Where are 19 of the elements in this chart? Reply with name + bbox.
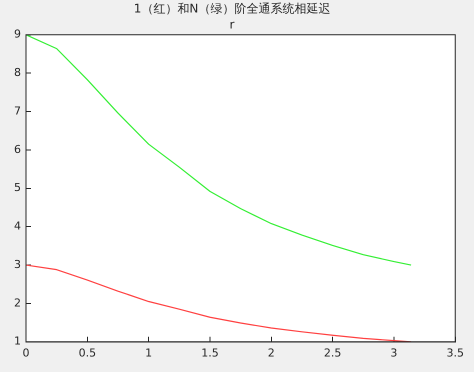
x-tick-label: 0.5 bbox=[78, 346, 96, 360]
y-tick-label: 8 bbox=[14, 66, 21, 80]
x-tick-label: 2.5 bbox=[324, 346, 342, 360]
chart-subtitle: r bbox=[230, 18, 235, 32]
x-tick-label: 1 bbox=[145, 346, 152, 360]
x-tick-label: 0 bbox=[22, 346, 30, 360]
y-tick-label: 3 bbox=[14, 258, 21, 271]
y-tick-label: 5 bbox=[14, 181, 21, 194]
chart-title: 1（红）和N（绿）阶全通系统相延迟 bbox=[134, 1, 330, 16]
y-tick-label: 9 bbox=[14, 28, 21, 41]
x-tick-label: 3 bbox=[390, 346, 398, 360]
x-tick-label: 3.5 bbox=[446, 346, 464, 360]
y-tick-label: 6 bbox=[14, 142, 21, 156]
y-tick-label: 4 bbox=[14, 220, 21, 233]
y-tick-label: 1 bbox=[14, 334, 21, 348]
x-tick-label: 1.5 bbox=[201, 346, 219, 360]
x-tick-label: 2 bbox=[268, 346, 275, 360]
y-tick-label: 7 bbox=[14, 104, 21, 118]
y-tick-label: 2 bbox=[14, 296, 21, 310]
